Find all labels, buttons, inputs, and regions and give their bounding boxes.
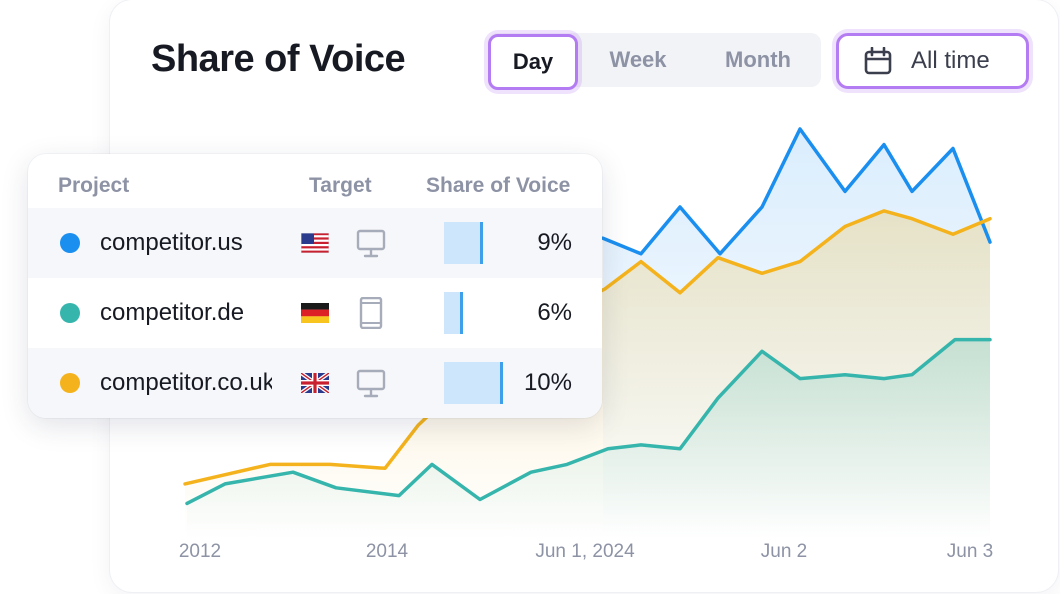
mobile-icon: [359, 297, 383, 329]
table-row[interactable]: competitor.co.uk 10%: [28, 348, 602, 418]
us-flag-icon: [301, 233, 329, 253]
project-domain: competitor.us: [100, 229, 243, 256]
desktop-icon: [356, 369, 386, 398]
projects-table: Project Target Share of Voice competitor…: [28, 154, 602, 418]
share-bar: [444, 292, 463, 334]
share-bar: [444, 222, 483, 264]
column-header-share: Share of Voice: [426, 174, 571, 197]
column-header-project: Project: [58, 174, 130, 197]
project-domain: competitor.co.uk: [100, 369, 272, 396]
calendar-icon: [864, 47, 892, 75]
x-tick-label: 2012: [179, 541, 221, 562]
x-tick-label: Jun 3: [947, 541, 993, 562]
uk-flag-icon: [301, 373, 329, 393]
germany-flag-icon: [301, 303, 329, 323]
period-selector: Day Week Month: [488, 33, 821, 90]
series-line-2: [185, 337, 992, 506]
series-color-dot: [60, 373, 80, 393]
series-area-2: [187, 339, 990, 539]
date-range-label: All time: [911, 47, 990, 74]
date-range-button[interactable]: All time: [836, 33, 1029, 89]
share-bar: [444, 362, 503, 404]
series-line-1: [183, 209, 992, 486]
table-row[interactable]: competitor.de 6%: [28, 278, 602, 348]
project-domain: competitor.de: [100, 299, 245, 326]
share-value: 9%: [537, 229, 572, 256]
tab-month[interactable]: Month: [725, 47, 791, 72]
x-tick-label: 2014: [366, 541, 409, 562]
tab-week[interactable]: Week: [609, 47, 667, 72]
x-tick-label: Jun 2: [761, 541, 807, 562]
x-tick-label: Jun 1, 2024: [535, 541, 635, 562]
tab-day[interactable]: Day: [488, 34, 578, 90]
page-title: Share of Voice: [151, 38, 406, 80]
share-value: 6%: [537, 299, 572, 326]
desktop-icon: [356, 229, 386, 258]
column-header-target: Target: [309, 174, 372, 197]
series-line-0: [601, 127, 992, 256]
series-color-dot: [60, 233, 80, 253]
table-row[interactable]: competitor.us 9%: [28, 208, 602, 278]
share-value: 10%: [523, 369, 572, 396]
series-color-dot: [60, 303, 80, 323]
